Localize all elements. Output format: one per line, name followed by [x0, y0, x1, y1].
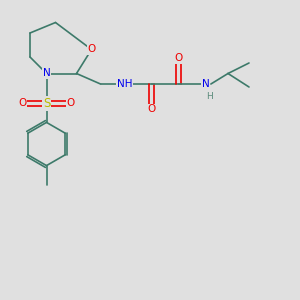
Text: O: O: [66, 98, 75, 109]
Text: O: O: [174, 53, 183, 64]
Text: O: O: [147, 104, 156, 115]
Text: S: S: [43, 97, 50, 110]
Text: O: O: [87, 44, 96, 55]
Text: H: H: [206, 92, 212, 101]
Text: N: N: [202, 79, 209, 89]
Text: N: N: [43, 68, 50, 79]
Text: NH: NH: [117, 79, 132, 89]
Text: O: O: [18, 98, 27, 109]
